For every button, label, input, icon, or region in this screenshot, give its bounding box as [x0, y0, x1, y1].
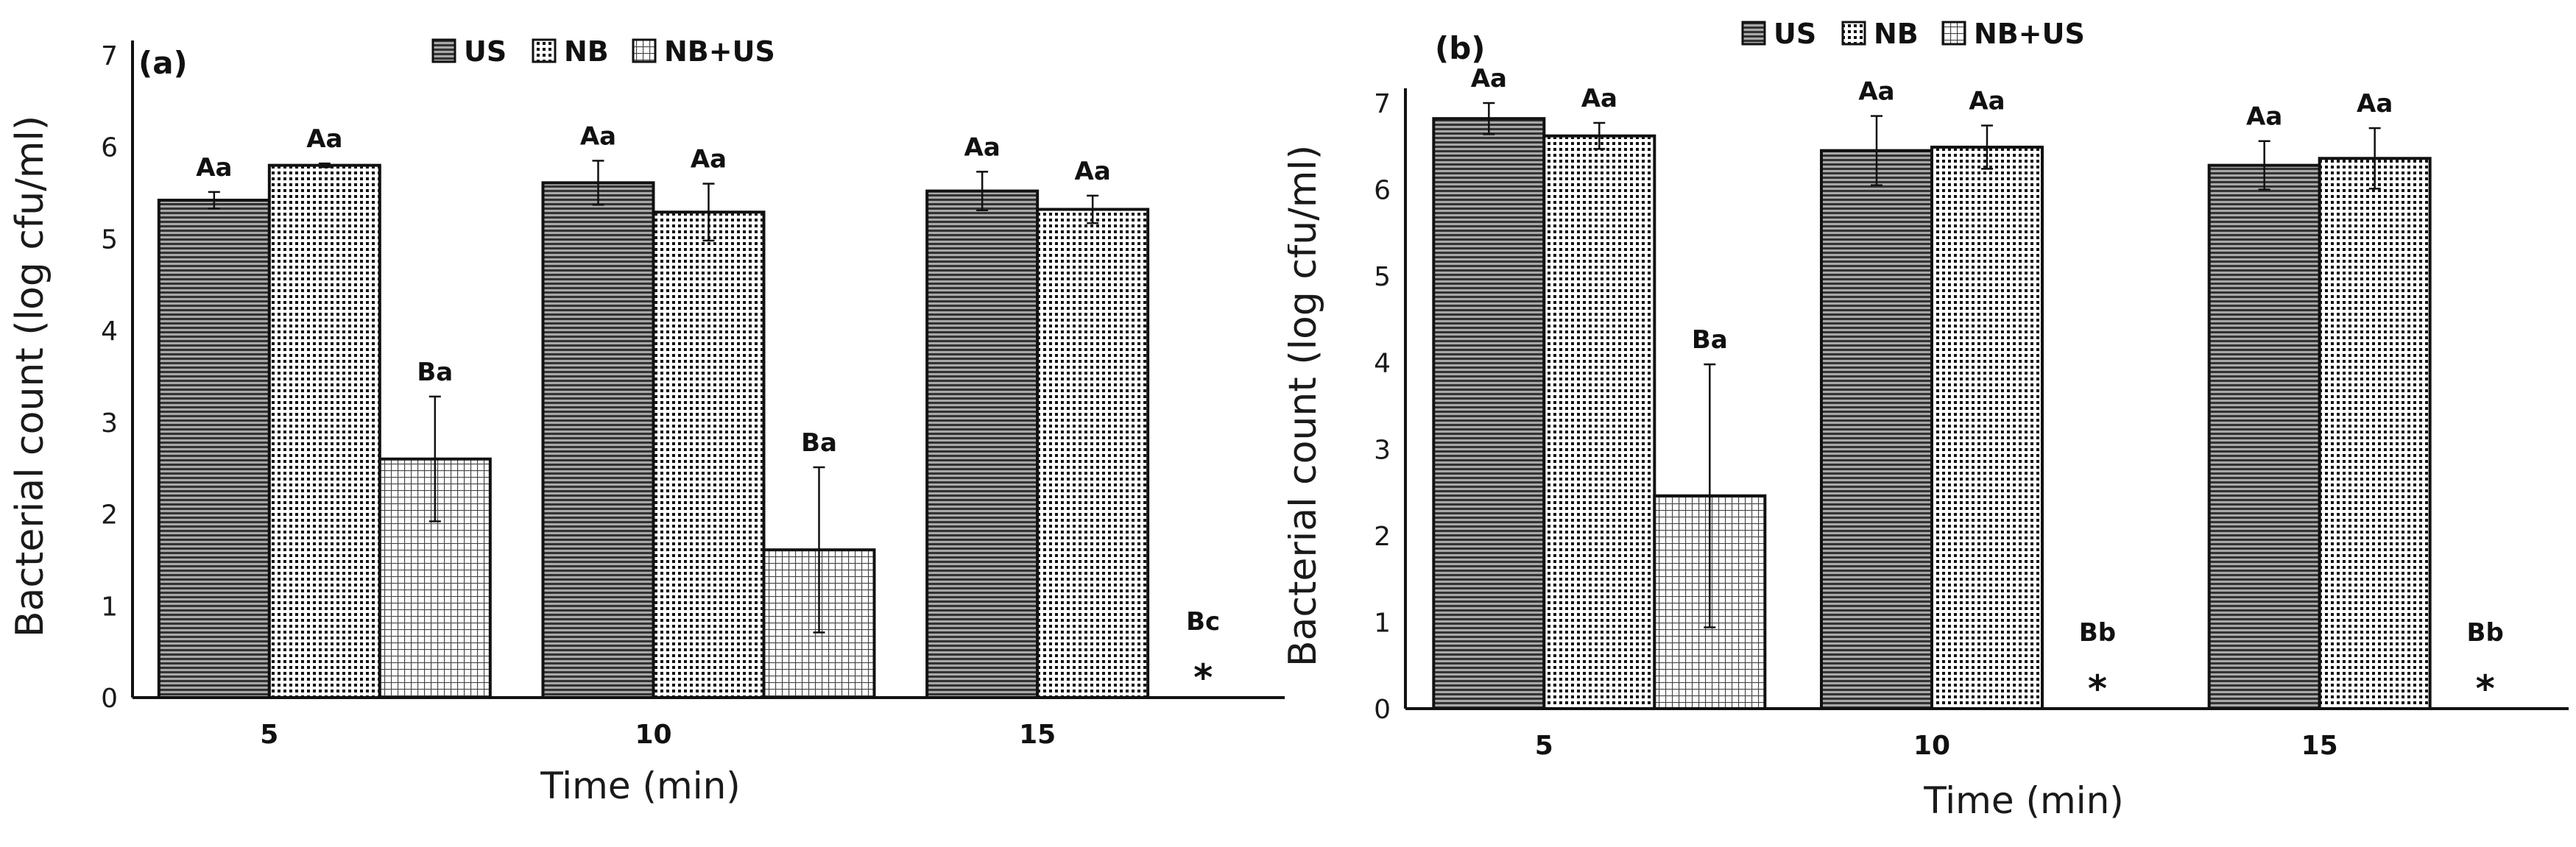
significance-letter: Ba	[801, 428, 837, 458]
x-tick-label: 10	[635, 720, 671, 750]
legend-label: NB+US	[664, 35, 775, 68]
legend-label: NB	[564, 35, 609, 68]
bar-us-5	[157, 199, 271, 699]
significance-letter: Aa	[196, 153, 232, 182]
bar-us-15	[925, 189, 1040, 699]
bar-us-15	[2207, 163, 2321, 710]
not-detected-marker: *	[1193, 656, 1213, 699]
x-tick-label: 15	[2301, 731, 2338, 761]
legend-swatch	[1941, 21, 1966, 46]
not-detected-marker: *	[2476, 667, 2495, 710]
legend-swatch	[532, 38, 557, 63]
chart-panel-b: 0 1 2 3 4 5 6 7 Bacterial count (log cfu/ml) Time…	[1288, 0, 2576, 847]
significance-letter: Aa	[1581, 84, 1617, 113]
x-tick-label: 5	[260, 720, 278, 750]
y-tick-label: 6	[1374, 176, 1391, 206]
bar-chart-b: 0 1 2 3 4 5 6 7 Bacterial count (log cfu/ml) Time…	[1288, 18, 2569, 822]
y-axis-title: Bacterial count (log cfu/ml)	[8, 116, 52, 637]
y-tick-label: 2	[1374, 522, 1391, 552]
y-tick-label: 5	[101, 224, 118, 255]
significance-letter: Ba	[1692, 325, 1728, 355]
significance-letter: Bb	[2079, 618, 2116, 648]
legend-label: NB+US	[1974, 18, 2085, 50]
significance-letter: Aa	[2357, 89, 2393, 118]
x-tick-label: 15	[1019, 720, 1056, 750]
significance-letter: Aa	[1858, 77, 1894, 107]
legend-swatch	[632, 38, 657, 63]
y-tick-label: 0	[1374, 695, 1391, 725]
legend-swatch	[1741, 21, 1766, 46]
panel-label: (b)	[1435, 30, 1485, 66]
y-axis-title: Bacterial count (log cfu/ml)	[1288, 145, 1325, 667]
significance-letter: Aa	[1471, 64, 1507, 93]
not-detected-marker: *	[2088, 667, 2107, 710]
bar-nb-15	[2318, 157, 2432, 710]
x-axis-title: Time (min)	[1923, 779, 2124, 822]
significance-letter: Aa	[1969, 87, 2005, 116]
y-tick-label: 1	[101, 592, 118, 622]
bar-chart-a: 0 1 2 3 4 5 6 7 Bacterial count (log cfu/ml) Time…	[8, 35, 1285, 807]
significance-letter: Bc	[1186, 607, 1220, 637]
significance-letter: Aa	[1075, 157, 1111, 186]
legend-label: NB	[1874, 18, 1919, 50]
x-tick-label: 5	[1535, 731, 1553, 761]
significance-letter: Ba	[417, 358, 453, 387]
y-tick-label: 1	[1374, 608, 1391, 638]
y-tick-label: 6	[101, 133, 118, 163]
y-tick-label: 3	[101, 408, 118, 439]
legend-swatch	[1841, 21, 1866, 46]
legend-label: US	[464, 35, 507, 68]
bar-nb-10	[652, 210, 766, 699]
y-tick-label: 4	[1374, 349, 1391, 379]
bar-us-5	[1432, 117, 1546, 711]
y-tick-label: 5	[1374, 262, 1391, 292]
bar-nb-5	[1542, 134, 1656, 711]
legend-label: US	[1774, 18, 1816, 50]
y-tick-label: 3	[1374, 435, 1391, 465]
panel-label: (a)	[138, 45, 188, 81]
y-tick-label: 7	[101, 41, 118, 71]
significance-letter: Aa	[580, 121, 616, 151]
bar-us-10	[1820, 149, 1933, 710]
y-tick-label: 7	[1374, 89, 1391, 119]
bar-us-10	[541, 181, 655, 700]
legend-swatch	[431, 38, 456, 63]
x-axis-title: Time (min)	[540, 765, 741, 807]
significance-letter: Aa	[2246, 102, 2282, 132]
chart-panel-a: 0 1 2 3 4 5 6 7 Bacterial count (log cfu/ml) Time…	[8, 35, 1285, 807]
y-tick-label: 4	[101, 316, 118, 347]
bar-nb-5	[267, 163, 381, 699]
y-tick-label: 2	[101, 500, 118, 531]
significance-letter: Aa	[306, 124, 342, 154]
y-tick-label: 0	[101, 684, 118, 714]
bar-nb-10	[1930, 145, 2044, 710]
bar-nb-15	[1036, 208, 1150, 699]
x-tick-label: 10	[1913, 731, 1950, 761]
significance-letter: Aa	[691, 145, 727, 174]
significance-letter: Aa	[964, 132, 1001, 162]
significance-letter: Bb	[2467, 618, 2504, 648]
